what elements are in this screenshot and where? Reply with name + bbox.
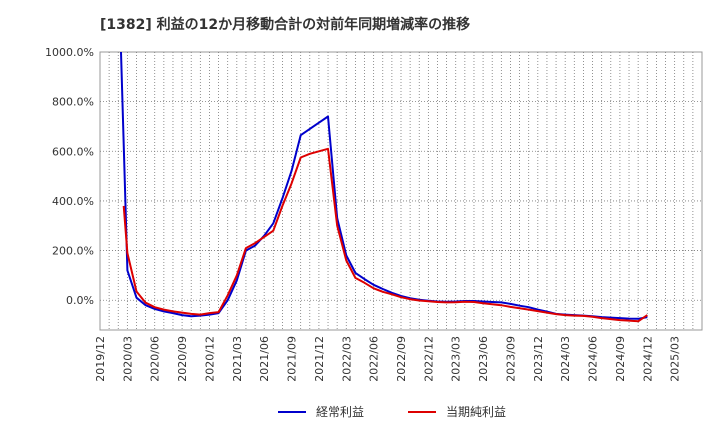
y-tick-label: 1000.0%	[45, 46, 94, 59]
x-tick-label: 2020/06	[149, 336, 162, 382]
x-tick-label: 2023/09	[504, 336, 517, 382]
x-tick-label: 2023/06	[477, 336, 490, 382]
x-tick-label: 2021/03	[231, 336, 244, 382]
x-tick-label: 2022/03	[340, 336, 353, 382]
y-tick-label: 800.0%	[52, 96, 94, 109]
y-tick-label: 0.0%	[66, 294, 94, 307]
legend-label-2: 当期純利益	[446, 405, 506, 419]
x-tick-label: 2021/06	[258, 336, 271, 382]
x-tick-label: 2023/12	[532, 336, 545, 382]
x-tick-label: 2024/12	[641, 336, 654, 382]
x-tick-label: 2025/03	[669, 336, 682, 382]
x-tick-label: 2022/12	[422, 336, 435, 382]
x-tick-label: 2022/06	[368, 336, 381, 382]
x-tick-label: 2024/09	[614, 336, 627, 382]
x-tick-label: 2024/03	[559, 336, 572, 382]
legend-label-1: 経常利益	[316, 405, 364, 419]
chart-title: [1382] 利益の12か月移動合計の対前年同期増減率の推移	[100, 14, 470, 34]
y-tick-label: 200.0%	[52, 245, 94, 258]
chart-container: [1382] 利益の12か月移動合計の対前年同期増減率の推移 0.0% 200.0…	[0, 0, 720, 440]
x-tick-label: 2019/12	[94, 336, 107, 382]
x-tick-label: 2020/03	[121, 336, 134, 382]
y-tick-label: 400.0%	[52, 195, 94, 208]
x-tick-label: 2020/09	[176, 336, 189, 382]
x-tick-label: 2024/06	[587, 336, 600, 382]
x-tick-label: 2020/12	[203, 336, 216, 382]
x-tick-label: 2022/09	[395, 336, 408, 382]
x-tick-label: 2021/12	[313, 336, 326, 382]
y-tick-label: 600.0%	[52, 145, 94, 158]
x-tick-label: 2023/03	[450, 336, 463, 382]
line-chart: 0.0% 200.0% 400.0% 600.0% 800.0% 1000.0% 2019/…	[0, 0, 720, 440]
x-tick-label: 2021/09	[286, 336, 299, 382]
